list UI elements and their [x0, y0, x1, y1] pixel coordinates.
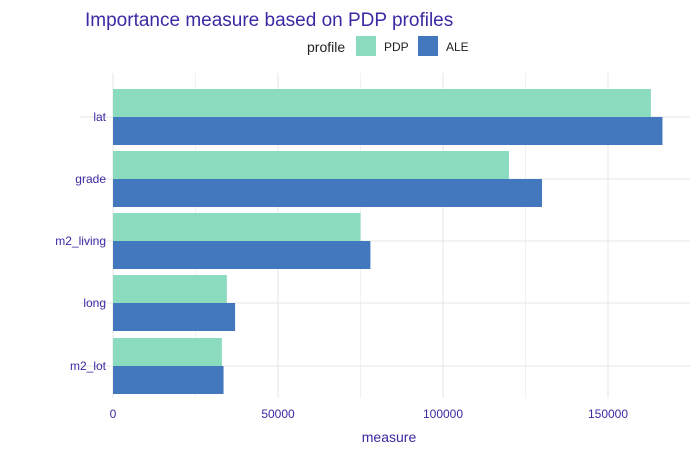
- x-tick-label: 50000: [261, 407, 295, 421]
- bar-ale-long: [113, 303, 236, 331]
- x-tick-label: 0: [110, 407, 117, 421]
- legend-label-ale: ALE: [446, 40, 469, 54]
- x-axis-label: measure: [362, 429, 417, 445]
- bars: [113, 89, 663, 394]
- x-tick-label: 150000: [588, 407, 628, 421]
- legend-swatch-pdp: [356, 36, 376, 56]
- legend: profile PDP ALE: [307, 36, 469, 56]
- bar-pdp-long: [113, 275, 227, 303]
- y-tick-label: m2_living: [55, 234, 106, 248]
- y-tick-label: grade: [75, 172, 106, 186]
- bar-pdp-grade: [113, 151, 509, 179]
- bar-ale-m2-living: [113, 241, 371, 269]
- legend-title: profile: [307, 39, 345, 55]
- bar-ale-m2-lot: [113, 366, 224, 394]
- x-axis-tick-labels: 0 50000 100000 150000: [110, 407, 629, 421]
- bar-pdp-lat: [113, 89, 651, 117]
- x-tick-label: 100000: [423, 407, 463, 421]
- bar-ale-grade: [113, 179, 542, 207]
- y-tick-label: m2_lot: [70, 359, 107, 373]
- y-tick-label: long: [83, 296, 106, 310]
- bar-ale-lat: [113, 117, 663, 145]
- bar-pdp-m2-lot: [113, 338, 222, 366]
- chart-title: Importance measure based on PDP profiles: [85, 10, 453, 31]
- legend-label-pdp: PDP: [384, 40, 409, 54]
- bar-pdp-m2-living: [113, 213, 361, 241]
- y-tick-label: lat: [93, 110, 106, 124]
- legend-swatch-ale: [418, 36, 438, 56]
